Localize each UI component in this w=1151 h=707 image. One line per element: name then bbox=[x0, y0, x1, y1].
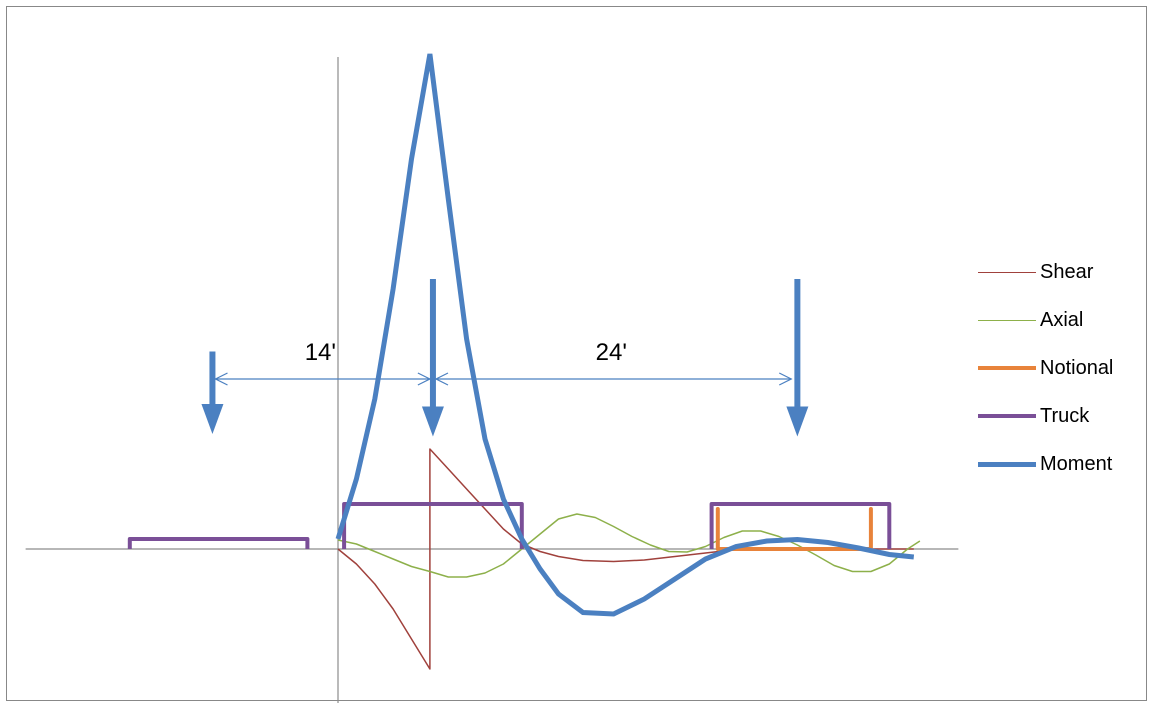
legend-item-truck: Truck bbox=[978, 392, 1148, 440]
dimension-arrow-left-1 bbox=[214, 372, 228, 386]
series-line-axial bbox=[337, 513, 921, 578]
legend-item-notional: Notional bbox=[978, 344, 1148, 392]
annotation-layer bbox=[201, 279, 809, 437]
series-line-moment bbox=[335, 53, 915, 617]
chart-border bbox=[6, 6, 1147, 701]
dimension-arrow-right-2 bbox=[778, 372, 793, 386]
legend-item-moment: Moment bbox=[978, 440, 1148, 488]
legend-swatch-shear bbox=[978, 271, 1036, 273]
legend-swatch-moment bbox=[978, 461, 1036, 467]
legend-item-shear: Shear bbox=[978, 248, 1148, 296]
load-arrow-head-1 bbox=[201, 404, 224, 434]
dimension-label-1: 14' bbox=[304, 339, 336, 366]
dimension-label-2: 24' bbox=[595, 339, 627, 366]
axes-layer bbox=[25, 57, 959, 703]
dimension-arrow-right-1 bbox=[417, 372, 432, 386]
legend-label-moment: Moment bbox=[1040, 452, 1113, 475]
legend-swatch-notional bbox=[978, 366, 1036, 370]
legend-label-shear: Shear bbox=[1040, 260, 1094, 283]
legend-item-axial: Axial bbox=[978, 296, 1148, 344]
legend-label-axial: Axial bbox=[1040, 308, 1084, 331]
dimension-arrow-left-2 bbox=[434, 372, 449, 386]
legend-label-notional: Notional bbox=[1040, 356, 1114, 379]
legend: Shear Axial Notional Truck Moment bbox=[978, 248, 1148, 488]
series-line-notional bbox=[715, 507, 873, 551]
legend-swatch-axial bbox=[978, 319, 1036, 321]
series-line-shear bbox=[337, 448, 914, 670]
load-arrow-head-3 bbox=[786, 406, 809, 437]
legend-label-truck: Truck bbox=[1040, 404, 1090, 427]
series-layer bbox=[127, 53, 921, 670]
legend-swatch-truck bbox=[978, 414, 1036, 418]
load-arrow-head-2 bbox=[421, 406, 444, 437]
